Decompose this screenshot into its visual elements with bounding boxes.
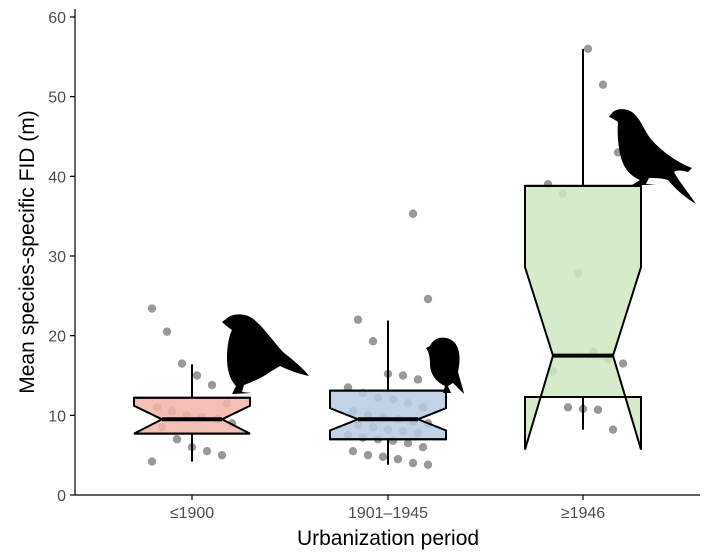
y-tick-label: 60	[48, 10, 66, 27]
data-point	[202, 446, 212, 456]
x-axis-title: Urbanization period	[297, 527, 479, 550]
data-point	[413, 375, 423, 384]
notched-box	[133, 396, 251, 435]
data-point	[403, 439, 413, 448]
y-axis-title: Mean species-specific FID (m)	[16, 110, 39, 394]
x-tick-label: 1901–1945	[348, 505, 428, 522]
data-point	[172, 435, 182, 444]
x-tick-label: ≥1946	[561, 505, 605, 522]
y-tick-label: 50	[48, 90, 66, 107]
data-point	[408, 458, 418, 468]
y-tick-label: 20	[48, 329, 66, 346]
data-point	[147, 457, 157, 466]
data-point	[408, 209, 418, 218]
data-point	[177, 359, 187, 368]
y-tick-label: 0	[57, 488, 66, 505]
data-point	[162, 327, 172, 336]
data-point	[398, 371, 408, 380]
data-point	[583, 44, 593, 54]
data-point	[217, 450, 227, 460]
data-point	[418, 442, 428, 452]
notched-box	[329, 389, 447, 441]
y-tick-label: 40	[48, 169, 66, 186]
small-bird-silhouette	[426, 337, 464, 394]
data-point	[192, 371, 202, 380]
sparrow-silhouette	[222, 314, 309, 394]
data-point	[378, 452, 388, 461]
x-ticks: ≤1900 1901–1945 ≥1946	[170, 495, 605, 522]
data-point	[423, 460, 433, 469]
data-point	[363, 450, 373, 460]
data-point	[608, 425, 618, 434]
x-tick-label: ≤1900	[170, 505, 214, 522]
data-point	[368, 337, 378, 346]
data-point	[393, 454, 403, 464]
data-point	[207, 380, 217, 390]
data-point	[147, 304, 157, 313]
data-point	[618, 359, 628, 368]
box-3	[524, 48, 642, 450]
box-layer	[133, 48, 642, 465]
data-point	[423, 294, 433, 304]
data-point	[343, 383, 353, 392]
data-point	[593, 405, 603, 414]
data-point	[598, 80, 608, 89]
data-point	[563, 403, 573, 412]
y-tick-label: 10	[48, 408, 66, 425]
y-tick-label: 30	[48, 249, 66, 266]
data-point	[353, 315, 363, 324]
data-point	[348, 446, 358, 456]
box-2	[329, 320, 447, 465]
y-ticks: 0 10 20 30 40 50 60	[48, 10, 75, 505]
box-1	[133, 364, 251, 462]
pigeon-silhouette	[609, 109, 696, 204]
